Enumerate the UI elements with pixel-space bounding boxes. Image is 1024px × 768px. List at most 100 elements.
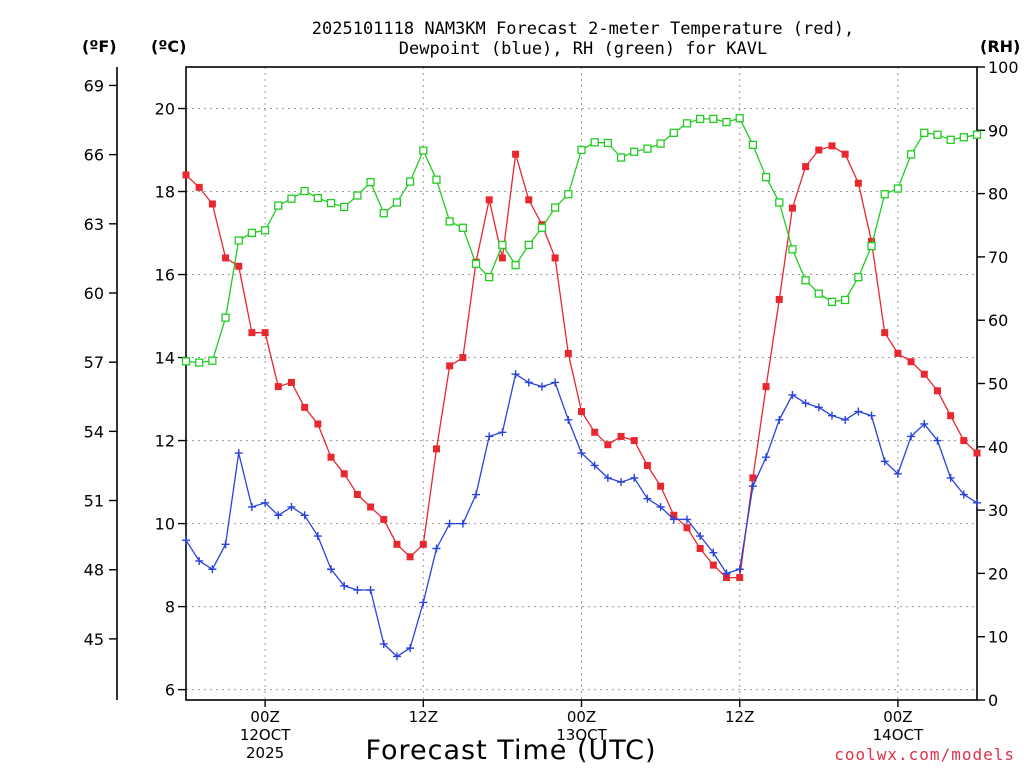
temperature-point (973, 449, 981, 457)
temperature-point (815, 146, 823, 154)
fahrenheit-tick-label: 66 (84, 146, 104, 165)
fahrenheit-tick-label: 45 (84, 630, 104, 649)
temperature-point (446, 362, 454, 370)
celsius-tick-label: 6 (165, 681, 175, 700)
dewpoint-point (379, 639, 388, 648)
temperature-point (419, 540, 427, 548)
temperature-point (578, 408, 585, 416)
dewpoint-point (261, 498, 270, 507)
temperature-point (920, 370, 928, 378)
dewpoint-point (775, 415, 784, 424)
temperature-point (406, 553, 414, 561)
dewpoint-point (814, 403, 823, 412)
rh-point (458, 223, 468, 232)
rh-tick-label: 70 (988, 248, 1008, 267)
temperature-point (868, 237, 876, 245)
credit-text: coolwx.com/models (834, 745, 1015, 764)
dewpoint-point (511, 370, 520, 379)
temperature-point (828, 142, 836, 150)
dewpoint-point (867, 411, 876, 420)
temperature-point (432, 445, 440, 453)
temperature-point (683, 524, 691, 532)
dewpoint-point (920, 419, 929, 428)
dewpoint-point (946, 473, 955, 482)
temperature-point (802, 163, 810, 171)
temperature-point (894, 349, 902, 357)
temperature-point (380, 515, 388, 523)
rh-point (577, 145, 586, 155)
rh-point (313, 193, 322, 203)
temperature-point (512, 150, 520, 158)
temperature-point (749, 474, 757, 482)
dewpoint-point (524, 378, 533, 387)
dewpoint-point (630, 473, 639, 482)
rh-point (564, 190, 573, 199)
rh-point (379, 209, 388, 218)
x-tick-label: 00Z (883, 708, 912, 726)
x-axis-label: Forecast Time (UTC) (365, 735, 656, 766)
rh-point (827, 297, 837, 306)
dewpoint-point (195, 556, 204, 565)
dewpoint-point (472, 490, 481, 499)
rh-point (511, 260, 520, 270)
temperature-point (736, 574, 744, 582)
temperature-point (643, 461, 651, 469)
dewpoint-point (537, 382, 546, 391)
rh-point (946, 135, 955, 144)
dewpoint-point (590, 461, 599, 470)
fahrenheit-tick-label: 69 (84, 76, 104, 95)
celsius-tick-label: 18 (155, 183, 175, 202)
temperature-point (947, 412, 955, 420)
dewpoint-point (182, 536, 190, 545)
rh-point (880, 190, 889, 199)
dewpoint-point (617, 478, 626, 487)
dewpoint-point (959, 490, 968, 499)
rh-point (788, 245, 797, 254)
axes (109, 66, 985, 707)
dewpoint-point (234, 449, 243, 458)
rh-point (260, 226, 270, 235)
rh-point (709, 114, 718, 124)
dewpoint-point (669, 515, 678, 524)
dewpoint-point (854, 407, 863, 416)
rh-point (735, 114, 744, 123)
rh-point (933, 130, 942, 139)
dewpoint-point (274, 511, 283, 520)
rh-point (643, 144, 652, 153)
dewpoint-point (682, 515, 691, 524)
rh-point (920, 128, 929, 137)
dewpoint-point (643, 494, 652, 503)
rh-tick-label: 30 (988, 501, 1008, 520)
dewpoint-point (696, 532, 705, 541)
x-tick-label: 2025 (246, 744, 284, 762)
rh-point (366, 178, 375, 187)
dewpoint-point (880, 457, 889, 466)
temperature-point (525, 196, 533, 204)
rh-point (761, 172, 771, 182)
temperature-point (854, 179, 862, 187)
tick-labels: 6 8 10 12 14 16 18 20 45 48 51 54 57 60 63 66 69 0 10 20 30 4… (84, 58, 1019, 762)
temperature-point (340, 470, 348, 478)
rh-point (972, 130, 982, 139)
temperature-point (696, 544, 704, 552)
dewpoint-point (907, 432, 916, 441)
rh-point (432, 175, 441, 184)
temperature-point (367, 503, 375, 511)
temperature-point (182, 171, 190, 179)
rh-tick-label: 20 (988, 564, 1008, 583)
rh-point (274, 201, 283, 210)
rh-point (906, 150, 916, 159)
temperature-point (274, 383, 282, 391)
dewpoint-point (353, 586, 362, 595)
rh-tick-label: 0 (988, 691, 998, 710)
x-tick-label: 13OCT (556, 726, 607, 744)
temperature-point (670, 511, 678, 519)
rh-point (669, 128, 678, 137)
rh-point (854, 273, 863, 282)
temperature-point (960, 437, 968, 445)
series-dewpoint (182, 370, 981, 661)
rh-point (748, 140, 758, 150)
rh-tick-label: 50 (988, 375, 1008, 394)
chart-title-line-2: Dewpoint (blue), RH (green) for KAVL (399, 39, 767, 59)
rh-point (696, 114, 705, 124)
